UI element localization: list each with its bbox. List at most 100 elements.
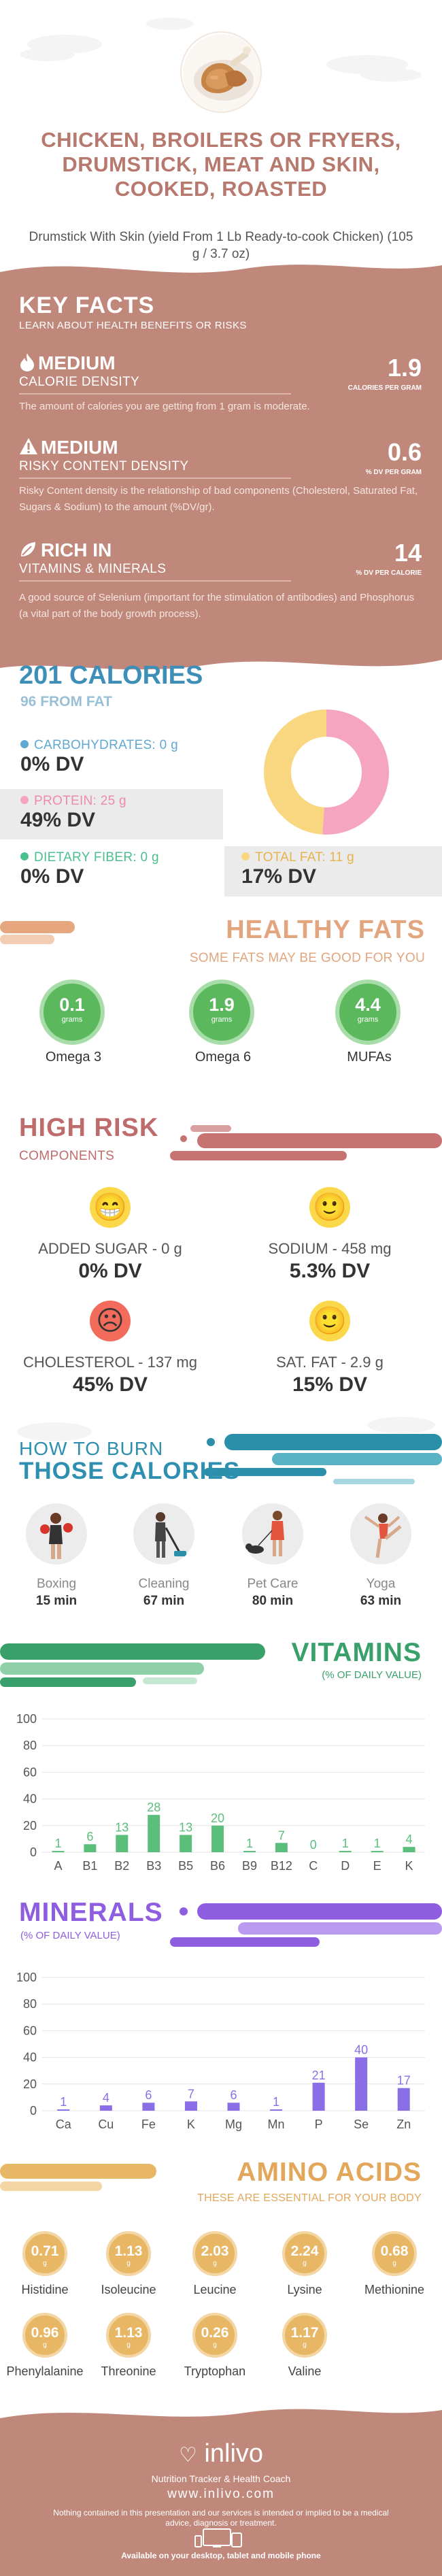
minerals-bar-chart: 0 20 40 60 80 100 1 Ca 4 Cu 6 Fe 7 K 6 Mg 1 Mn 21 P 40 Se 17 Zn: [16, 1971, 425, 2131]
vitamins-value-label: 1: [342, 1837, 349, 1850]
vitamins-category-label: A: [54, 1859, 62, 1873]
vitamins-category-label: B5: [178, 1859, 193, 1873]
tryptophan-name: Tryptophan: [184, 2364, 246, 2378]
vitamins-bar-b9: [243, 1851, 256, 1852]
leaf-icon: [21, 542, 35, 556]
lysine-name: Lysine: [287, 2283, 322, 2296]
dietary-fiber-dv: 0% DV: [20, 865, 84, 888]
vitamins-y-tick-label: 0: [30, 1845, 37, 1859]
healthy-fats-title: HEALTHY FATS: [226, 916, 425, 944]
isoleucine-name: Isoleucine: [101, 2283, 156, 2296]
footer-background: [0, 2409, 442, 2576]
cleaning-minutes: 67 min: [143, 1594, 185, 1608]
valine-value: 1.17: [290, 2325, 319, 2341]
dietary-fiber-label: DIETARY FIBER: 0 g: [34, 850, 159, 865]
lysine-circle: 2.24 g: [282, 2231, 327, 2276]
macro-dietary-fiber: DIETARY FIBER: 0 g 0% DV: [20, 850, 159, 888]
yoga-icon: [350, 1503, 411, 1565]
valine-unit: g: [303, 2341, 307, 2349]
minerals-value-label: 6: [145, 2088, 152, 2102]
vitamins-bar-b3: [148, 1815, 160, 1852]
sodium-face-icon: 🙂: [309, 1187, 350, 1228]
vitamins-value-label: 0: [310, 1838, 317, 1852]
carbohydrates-label: CARBOHYDRATES: 0 g: [34, 738, 178, 752]
isoleucine-value: 1.13: [114, 2243, 143, 2259]
warning-icon: [20, 438, 37, 454]
leucine-circle: 2.03 g: [192, 2231, 237, 2276]
yoga-name: Yoga: [366, 1577, 396, 1591]
pet-care-name: Pet Care: [247, 1577, 299, 1591]
minerals-category-label: Ca: [56, 2118, 72, 2131]
footer-available: Available on your desktop, tablet and mo…: [121, 2551, 321, 2560]
omega3-name: Omega 3: [45, 1050, 102, 1065]
vitamins-value-label: 7: [278, 1828, 285, 1842]
calories-from-fat: 96 FROM FAT: [20, 694, 112, 709]
protein-highlight: [0, 789, 223, 839]
minerals-bar-cu: [99, 2105, 112, 2111]
inlivo-logo[interactable]: ♡ inlivo: [0, 2439, 442, 2469]
tryptophan-circle: 0.26 g: [192, 2313, 237, 2358]
vitamins-bar-d: [339, 1851, 352, 1852]
vitamins-category-label: B1: [82, 1859, 97, 1873]
minerals-value-label: 1: [273, 2095, 279, 2109]
donut-slice-total-fat: [263, 709, 326, 835]
macro-carbohydrates: CARBOHYDRATES: 0 g 0% DV: [20, 738, 178, 776]
pet-care-icon: [242, 1503, 303, 1565]
carbohydrates-dot: [20, 740, 29, 748]
vitamins-minerals-unit: % DV PER CALORIE: [356, 569, 422, 577]
vitamins-bar-b6: [211, 1825, 224, 1852]
donut-slice-protein: [322, 709, 389, 835]
vitamins-minerals-description: A good source of Selenium (important for…: [19, 592, 415, 620]
sat-fat-label: SAT. FAT - 2.9 g: [276, 1354, 384, 1371]
omega3-circle: 0.1 grams: [39, 980, 105, 1045]
minerals-value-label: 4: [103, 2091, 109, 2105]
pet-care-minutes: 80 min: [252, 1594, 294, 1608]
vitamins-bar-e: [371, 1851, 384, 1852]
omega6-circle: 1.9 grams: [189, 980, 254, 1045]
footer-url-link[interactable]: www.inlivo.com: [167, 2487, 275, 2501]
dietary-fiber-dot: [20, 852, 29, 860]
yoga-minutes: 63 min: [360, 1594, 402, 1608]
risky-content-unit: % DV PER GRAM: [365, 469, 422, 476]
mufas-value: 4.4: [355, 994, 381, 1015]
minerals-value-label: 21: [312, 2069, 326, 2082]
vitamins-category-label: B6: [210, 1859, 225, 1873]
high-risk-decoration: [170, 1125, 442, 1160]
burn-title-line2: THOSE CALORIES: [19, 1458, 241, 1484]
omega6-name: Omega 6: [194, 1050, 252, 1065]
valine-circle: 1.17 g: [282, 2313, 327, 2358]
omega6-unit: grams: [211, 1016, 233, 1024]
minerals-y-tick-label: 40: [23, 2051, 37, 2064]
methionine-value: 0.68: [380, 2243, 409, 2259]
minerals-value-label: 1: [60, 2095, 67, 2109]
vitamins-category-label: D: [341, 1859, 350, 1873]
vitamins-minerals-level: RICH IN: [41, 539, 112, 561]
minerals-y-tick-label: 60: [23, 2024, 37, 2037]
boxing-name: Boxing: [36, 1577, 77, 1591]
minerals-y-tick-label: 100: [16, 1971, 37, 1984]
minerals-category-label: Mn: [268, 2118, 285, 2131]
vitamins-value-label: 1: [246, 1837, 253, 1850]
vitamins-bar-b5: [180, 1835, 192, 1852]
minerals-bar-p: [312, 2082, 325, 2111]
calorie-density-unit: CALORIES PER GRAM: [347, 384, 422, 392]
burn-decoration: [204, 1434, 442, 1484]
divider: [19, 393, 291, 395]
added-sugar-dv: 0% DV: [78, 1260, 142, 1282]
vitamins-category-label: E: [373, 1859, 381, 1873]
cleaning-icon: [133, 1503, 194, 1565]
key-facts-background: [0, 265, 442, 670]
threonine-circle: 1.13 g: [106, 2313, 151, 2358]
serving-description: Drumstick With Skin (yield From 1 Lb Rea…: [29, 230, 413, 261]
risky-content-level: MEDIUM: [41, 437, 118, 458]
vitamins-y-tick-label: 60: [23, 1765, 37, 1779]
minerals-category-label: Zn: [396, 2118, 411, 2131]
vitamins-category-label: B12: [271, 1859, 292, 1873]
calorie-density-label: CALORIE DENSITY: [19, 375, 140, 389]
histidine-circle: 0.71 g: [22, 2231, 67, 2276]
leucine-unit: g: [213, 2260, 217, 2267]
vitamins-y-tick-label: 40: [23, 1792, 37, 1806]
vitamins-y-tick-label: 80: [23, 1739, 37, 1752]
mufas-unit: grams: [357, 1016, 379, 1024]
minerals-bar-mg: [227, 2103, 240, 2111]
